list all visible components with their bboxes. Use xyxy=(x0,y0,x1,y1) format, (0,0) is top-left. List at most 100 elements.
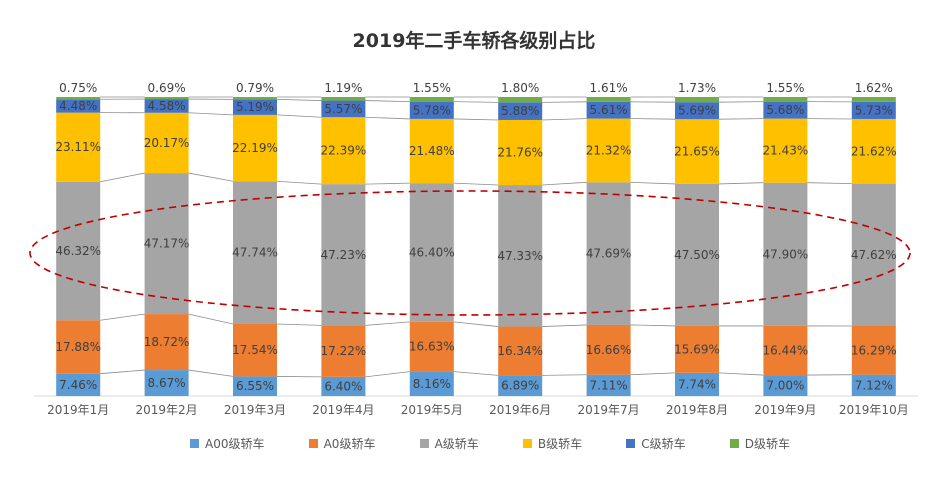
bar-segment xyxy=(409,97,454,102)
data-label: 6.40% xyxy=(324,379,362,393)
data-label: 21.48% xyxy=(409,144,455,158)
bar-segment xyxy=(498,102,543,120)
data-label: 16.66% xyxy=(586,343,632,357)
data-label: 15.69% xyxy=(674,342,720,356)
data-label: 23.11% xyxy=(55,140,101,154)
bar-segment xyxy=(763,97,808,102)
data-label: 1.62% xyxy=(855,81,893,95)
series-connector-line xyxy=(453,118,499,121)
bar-segment xyxy=(56,99,101,113)
bar-segment xyxy=(321,184,366,326)
series-connector-line xyxy=(453,321,499,327)
data-label: 7.74% xyxy=(678,377,716,391)
bar-segment xyxy=(233,181,277,324)
series-connector-line xyxy=(365,371,410,378)
bar-segment xyxy=(233,114,277,182)
data-label: 7.12% xyxy=(855,378,893,392)
chart-title: 2019年二手车轿各级别占比 xyxy=(352,30,596,52)
series-connector-line xyxy=(718,372,764,376)
data-label: 5.88% xyxy=(501,104,539,118)
bar-segment xyxy=(851,118,896,184)
bar-segment xyxy=(321,100,366,118)
data-label: 16.29% xyxy=(851,343,897,357)
chart-legend: A00级轿车 A0级轿车 A级轿车 B级轿车 C级轿车 D级轿车 xyxy=(190,432,790,454)
series-connector-line xyxy=(100,172,145,183)
bar-segment xyxy=(144,173,189,315)
legend-item: B级轿车 xyxy=(522,435,583,452)
x-tick-label: 2019年6月 xyxy=(489,403,551,417)
series-connector-line xyxy=(188,112,234,116)
series-connector-line xyxy=(718,182,764,185)
data-label: 21.32% xyxy=(586,143,632,157)
legend-label: D级轿车 xyxy=(744,436,790,451)
bar-segment xyxy=(586,374,631,396)
bar-segment xyxy=(586,182,631,325)
bar-segment xyxy=(763,325,808,376)
bar-segment xyxy=(763,118,808,183)
legend-swatch xyxy=(419,438,429,448)
series-connector-line xyxy=(276,98,322,101)
data-label: 16.34% xyxy=(497,344,543,358)
data-label: 1.55% xyxy=(766,81,804,95)
bar-segment xyxy=(321,117,366,185)
series-connector-line xyxy=(542,374,587,376)
bar-segment xyxy=(851,374,896,396)
legend-item: D级轿车 xyxy=(729,435,790,452)
legend-label: A0级轿车 xyxy=(323,436,376,451)
data-label: 16.44% xyxy=(763,343,809,357)
data-label: 17.88% xyxy=(55,340,101,354)
data-label: 47.74% xyxy=(232,246,278,260)
bar-segment xyxy=(56,181,101,321)
data-label: 1.19% xyxy=(324,81,362,95)
bar-segment xyxy=(409,321,454,372)
bar-segment xyxy=(144,99,189,113)
bar-segment xyxy=(586,324,631,375)
legend-item: A00级轿车 xyxy=(190,435,264,452)
bar-segment xyxy=(851,183,896,327)
data-label: 46.32% xyxy=(55,244,101,258)
data-label: 21.43% xyxy=(763,144,809,158)
data-label: 47.17% xyxy=(144,237,190,251)
bar-segment xyxy=(763,375,808,396)
legend-swatch xyxy=(626,438,636,448)
data-label: 20.17% xyxy=(144,136,190,150)
series-connector-line xyxy=(542,118,587,121)
bar-segment xyxy=(56,320,101,374)
bar-segment xyxy=(675,325,719,373)
data-label: 21.62% xyxy=(851,144,897,158)
data-label: 17.54% xyxy=(232,343,278,357)
bar-segment xyxy=(851,326,896,375)
series-connector-line xyxy=(630,372,676,376)
data-label: 5.19% xyxy=(236,100,274,114)
x-tick-label: 2019年8月 xyxy=(666,403,728,417)
data-label: 8.67% xyxy=(148,376,186,390)
series-connector-line xyxy=(276,114,322,118)
series-connector-line xyxy=(542,324,587,327)
series-connector-line xyxy=(630,324,676,327)
bar-segment xyxy=(586,97,631,102)
legend-label: C级轿车 xyxy=(641,436,686,451)
bar-segment xyxy=(675,97,719,103)
bar-segment xyxy=(586,118,631,183)
bar-segment xyxy=(409,183,454,322)
data-label: 22.39% xyxy=(321,144,367,158)
x-tick-label: 2019年1月 xyxy=(47,403,109,417)
data-label: 0.79% xyxy=(236,81,274,95)
data-label: 5.69% xyxy=(678,104,716,118)
data-label: 16.63% xyxy=(409,340,455,354)
x-tick-label: 2019年5月 xyxy=(401,403,463,417)
data-label: 1.73% xyxy=(678,81,716,95)
bar-segment xyxy=(498,375,543,396)
series-connector-line xyxy=(188,369,234,377)
data-label: 17.22% xyxy=(321,344,367,358)
bar-segment xyxy=(586,101,631,119)
legend-swatch xyxy=(522,438,532,448)
data-label: 47.69% xyxy=(586,247,632,261)
series-connector-line xyxy=(365,100,410,103)
bar-segment xyxy=(144,370,189,396)
data-label: 47.50% xyxy=(674,248,720,262)
x-tick-label: 2019年10月 xyxy=(839,403,909,417)
data-label: 4.48% xyxy=(59,99,97,113)
legend-label: B级轿车 xyxy=(537,436,583,451)
